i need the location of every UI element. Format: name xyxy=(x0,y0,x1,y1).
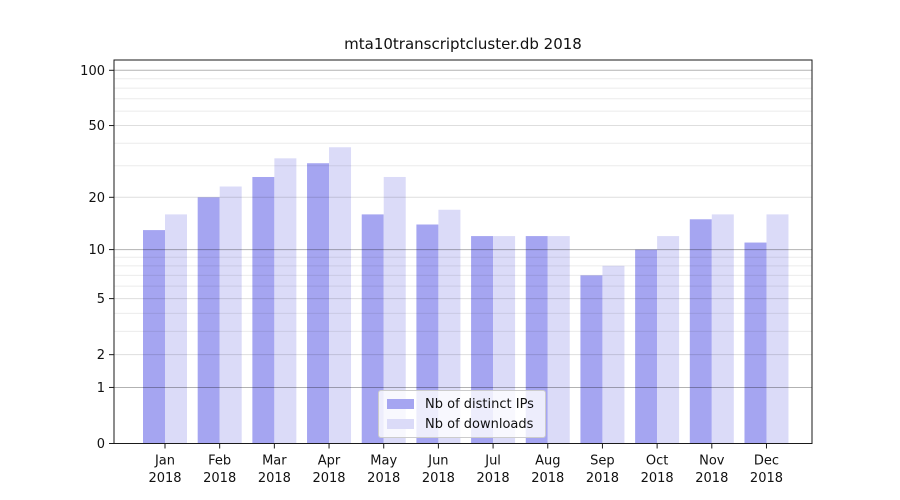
x-tick-label-month-sep: Sep xyxy=(590,454,615,469)
bar-nb-of-downloads-may xyxy=(383,176,406,444)
legend-item-distinct-ips: Nb of distinct IPs xyxy=(387,396,537,412)
legend-label-downloads: Nb of downloads xyxy=(425,416,534,432)
x-tick-label-year-feb: 2018 xyxy=(203,471,236,486)
bar-nb-of-distinct-ips-mar xyxy=(252,176,275,444)
x-tick-label-year-jan: 2018 xyxy=(148,471,181,486)
bar-nb-of-downloads-mar xyxy=(274,158,297,444)
bar-nb-of-downloads-aug xyxy=(547,236,570,444)
y-tick-label-2: 2 xyxy=(97,348,105,363)
bar-nb-of-downloads-sep xyxy=(602,265,625,444)
bar-nb-of-distinct-ips-may xyxy=(361,214,384,444)
x-tick-label-month-apr: Apr xyxy=(318,454,341,469)
bar-nb-of-distinct-ips-feb xyxy=(197,197,220,444)
y-tick-label-50: 50 xyxy=(88,119,105,134)
plot-border xyxy=(113,59,813,444)
x-tick-label-month-jul: Jul xyxy=(484,454,501,469)
x-tick-label-month-may: May xyxy=(370,454,397,469)
bar-nb-of-distinct-ips-jan xyxy=(143,230,165,444)
x-tick-label-month-mar: Mar xyxy=(262,454,287,469)
y-tick-label-5: 5 xyxy=(97,292,105,307)
y-tick-label-1: 1 xyxy=(97,381,105,396)
bar-nb-of-distinct-ips-dec xyxy=(744,242,767,444)
bar-nb-of-distinct-ips-nov xyxy=(689,219,712,444)
bar-nb-of-distinct-ips-sep xyxy=(580,275,603,444)
bar-nb-of-distinct-ips-apr xyxy=(307,163,330,444)
x-tick-label-month-jan: Jan xyxy=(154,454,175,469)
legend-swatch-downloads xyxy=(387,419,414,429)
y-tick-label-20: 20 xyxy=(88,191,105,206)
x-tick-label-year-sep: 2018 xyxy=(586,471,619,486)
x-tick-label-year-apr: 2018 xyxy=(312,471,345,486)
bar-nb-of-downloads-nov xyxy=(711,214,734,444)
x-tick-label-year-jul: 2018 xyxy=(477,471,510,486)
x-tick-label-month-feb: Feb xyxy=(208,454,231,469)
bar-nb-of-downloads-oct xyxy=(657,236,680,444)
y-tick-label-0: 0 xyxy=(97,437,105,452)
x-tick-label-year-oct: 2018 xyxy=(641,471,674,486)
bar-nb-of-downloads-dec xyxy=(766,214,789,444)
legend-swatch-distinct-ips xyxy=(387,399,414,409)
x-tick-label-month-nov: Nov xyxy=(699,454,725,469)
x-tick-label-year-may: 2018 xyxy=(367,471,400,486)
y-tick-label-10: 10 xyxy=(88,243,105,258)
bar-nb-of-downloads-jan xyxy=(165,214,187,444)
x-tick-label-month-aug: Aug xyxy=(535,454,560,469)
bar-nb-of-downloads-jun xyxy=(438,209,461,444)
x-tick-label-month-dec: Dec xyxy=(754,454,779,469)
bar-nb-of-distinct-ips-oct xyxy=(635,249,658,444)
bar-nb-of-downloads-apr xyxy=(329,147,352,444)
x-tick-label-year-jun: 2018 xyxy=(422,471,455,486)
x-tick-label-year-nov: 2018 xyxy=(695,471,728,486)
x-tick-label-month-oct: Oct xyxy=(646,454,668,469)
bar-nb-of-distinct-ips-jun xyxy=(416,224,439,444)
x-tick-label-year-dec: 2018 xyxy=(750,471,783,486)
bar-nb-of-downloads-feb xyxy=(219,186,242,444)
x-tick-label-year-aug: 2018 xyxy=(531,471,564,486)
x-tick-label-month-jun: Jun xyxy=(427,454,448,469)
y-tick-label-100: 100 xyxy=(80,64,105,79)
x-tick-label-year-mar: 2018 xyxy=(258,471,291,486)
legend: Nb of distinct IPs Nb of downloads xyxy=(378,390,546,438)
chart-title: mta10transcriptcluster.db 2018 xyxy=(344,35,582,53)
legend-item-downloads: Nb of downloads xyxy=(387,416,537,432)
legend-label-distinct-ips: Nb of distinct IPs xyxy=(425,396,534,412)
